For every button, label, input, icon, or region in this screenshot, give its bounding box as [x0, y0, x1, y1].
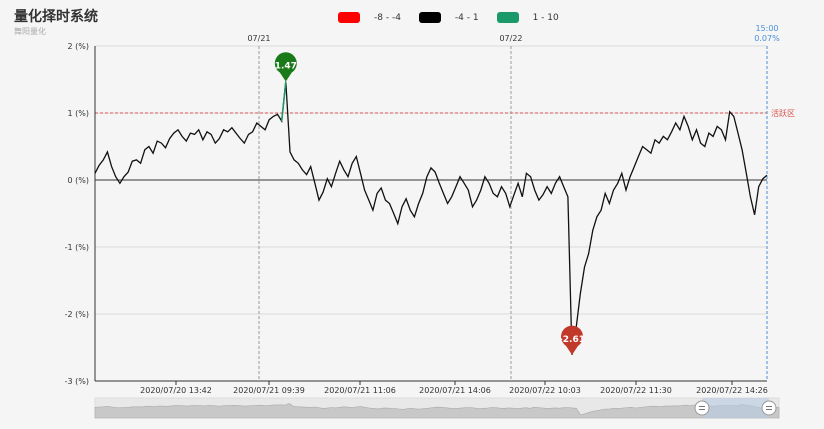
x-tick-label-0: 2020/07/20 13:42 — [140, 386, 212, 395]
x-tick-label-2: 2020/07/21 11:06 — [324, 386, 396, 395]
day-label-0: 07/21 — [247, 34, 270, 43]
chart-grid — [95, 45, 768, 382]
zoom-selection — [702, 398, 769, 418]
day-label-1: 07/22 — [499, 34, 522, 43]
marker-label-1: -2.61 — [559, 335, 585, 345]
chart-markers: 1.47 -2.61 — [275, 52, 585, 355]
x-tick-label-3: 2020/07/21 14:06 — [419, 386, 491, 395]
legend-item-1[interactable]: -8 - -4 — [338, 12, 401, 23]
page-subtitle: 舞阳量化 — [14, 27, 46, 36]
zoom-preview — [94, 403, 780, 419]
x-tick-label-5: 2020/07/22 11:30 — [600, 386, 672, 395]
legend-label-2: -4 - 1 — [454, 12, 479, 23]
reference-line-label: 活跃区 — [771, 108, 795, 118]
legend: -8 - -4 -4 - 1 1 - 10 — [338, 12, 577, 23]
y-tick-label-4: -2 (%) — [65, 310, 89, 319]
series-line — [94, 81, 768, 355]
legend-label-1: -8 - -4 — [374, 12, 401, 23]
legend-item-2[interactable]: -4 - 1 — [418, 12, 479, 23]
y-tick-label-5: -3 (%) — [65, 377, 89, 386]
legend-swatch-3 — [496, 12, 519, 23]
legend-item-3[interactable]: 1 - 10 — [496, 12, 559, 23]
y-tick-label-3: -1 (%) — [65, 243, 89, 252]
y-tick-label-2: 0 (%) — [68, 176, 89, 185]
x-tick-label-6: 2020/07/22 14:26 — [696, 386, 768, 395]
legend-swatch-2 — [418, 12, 441, 23]
marker-label-0: 1.47 — [275, 62, 297, 72]
marker-pin-0: 1.47 — [274, 52, 297, 82]
page-title: 量化择时系统 — [14, 9, 98, 25]
x-tick-label-1: 2020/07/21 09:39 — [233, 386, 305, 395]
zoom-handle-0[interactable] — [694, 400, 710, 416]
x-tick-label-4: 2020/07/22 10:03 — [509, 386, 581, 395]
marker-shape-0 — [274, 52, 297, 82]
y-tick-label-1: 1 (%) — [68, 109, 89, 118]
zoom-handle-1[interactable] — [761, 400, 777, 416]
last-point-value: 0.07% — [754, 34, 780, 43]
marker-shape-1 — [561, 325, 584, 355]
series-line-high-segment — [280, 81, 287, 122]
legend-label-3: 1 - 10 — [532, 12, 559, 23]
chart-series — [94, 81, 768, 355]
zoom-slider[interactable] — [94, 397, 780, 419]
legend-swatch-1 — [338, 12, 360, 23]
chart-axes: 2 (%) 1 (%) 0 (%) -1 (%) -2 (%) -3 (%) 活跃区 2020… — [65, 24, 795, 395]
last-point-time: 15:00 — [755, 24, 778, 33]
y-tick-label-0: 2 (%) — [68, 42, 89, 51]
marker-pin-1: -2.61 — [559, 325, 585, 355]
